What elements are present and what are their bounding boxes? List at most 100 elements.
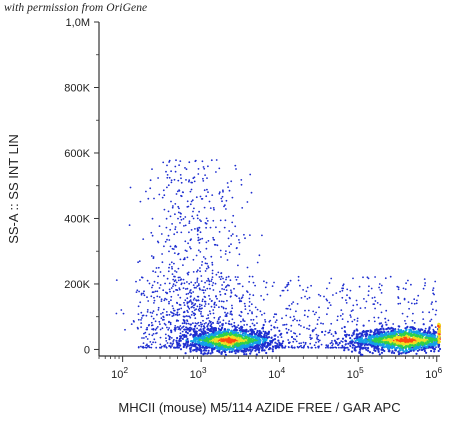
event-dot [260, 295, 262, 297]
x-axis-label: MHCII (mouse) M5/114 AZIDE FREE / GAR AP… [118, 400, 400, 415]
event-dot [196, 305, 199, 308]
y-tick-label: 600K [64, 148, 90, 160]
event-dot [184, 328, 187, 331]
event-dot [168, 263, 171, 266]
event-dot [178, 337, 182, 340]
event-dot [168, 250, 170, 253]
event-dot [160, 233, 163, 235]
y-tick-label: 0 [84, 344, 90, 356]
event-dot [185, 330, 188, 334]
event-dot [298, 333, 301, 336]
event-dot [313, 329, 315, 331]
event-dot [380, 292, 383, 294]
event-dot [178, 326, 180, 329]
event-dot [190, 314, 193, 316]
event-dot [426, 340, 429, 343]
event-dot [247, 337, 251, 340]
event-dot [242, 294, 245, 296]
event-dot [186, 272, 189, 275]
event-dot [201, 337, 204, 340]
event-dot [178, 313, 181, 316]
event-dot [194, 317, 197, 320]
event-dot [412, 342, 415, 345]
event-dot [228, 189, 231, 192]
event-dot [154, 341, 157, 344]
event-dot [174, 270, 176, 272]
event-dot [434, 343, 437, 346]
event-dot [240, 315, 242, 318]
event-dot [187, 315, 189, 318]
event-dot [302, 346, 305, 349]
event-dot [362, 324, 365, 327]
event-dot [383, 335, 386, 338]
event-dot [197, 348, 200, 351]
event-dot [228, 245, 231, 248]
event-dot [213, 347, 216, 350]
event-dot [303, 314, 306, 317]
event-dot [267, 332, 270, 335]
event-dot [235, 168, 237, 170]
event-dot [179, 160, 182, 163]
event-dot [357, 333, 360, 336]
event-dot [191, 305, 194, 308]
event-dot [186, 200, 189, 203]
event-dot [184, 249, 187, 252]
event-dot [196, 233, 199, 236]
event-dot [221, 334, 225, 338]
event-dot [220, 197, 223, 200]
event-dot [410, 302, 413, 305]
event-dot [226, 330, 229, 333]
event-dot [373, 345, 376, 348]
event-dot [317, 346, 320, 349]
event-dot [423, 349, 426, 353]
event-dot [390, 343, 393, 346]
event-dot [380, 348, 383, 351]
event-dot [300, 346, 303, 349]
event-dot [374, 337, 377, 341]
event-dot [195, 350, 198, 353]
event-dot [135, 280, 137, 283]
event-dot [397, 288, 400, 291]
event-dot [194, 159, 197, 162]
event-dot [120, 309, 123, 311]
event-dot [150, 343, 153, 346]
event-dot [351, 320, 354, 323]
event-dot [205, 241, 208, 244]
event-dot [193, 343, 196, 346]
event-dot [345, 302, 348, 304]
event-dot [274, 347, 277, 350]
event-dot [211, 276, 214, 278]
event-dot [411, 319, 414, 322]
event-dot [297, 275, 300, 278]
event-dot [258, 329, 261, 333]
event-dot [250, 337, 253, 340]
event-dot [437, 349, 440, 353]
event-dot [256, 322, 258, 324]
event-dot [183, 304, 186, 306]
event-dot [277, 345, 280, 348]
event-dot [403, 342, 406, 345]
event-dot [231, 196, 234, 199]
event-dot [209, 352, 212, 355]
event-dot [341, 296, 344, 299]
event-dot [206, 331, 209, 334]
event-dot [216, 297, 218, 300]
event-dot [192, 349, 195, 352]
event-dot [435, 309, 438, 312]
event-dot [142, 292, 145, 295]
event-dot [245, 348, 249, 351]
event-dot [280, 336, 283, 338]
event-dot [415, 331, 418, 335]
event-dot [206, 188, 208, 191]
event-dot [159, 271, 162, 273]
event-dot [158, 320, 161, 323]
event-dot [188, 222, 191, 225]
event-dot [192, 258, 195, 261]
event-dot [180, 327, 183, 329]
event-dot [203, 330, 206, 333]
event-dot [380, 338, 383, 341]
event-dot [362, 341, 365, 344]
event-dot [180, 195, 183, 198]
event-dot [409, 349, 412, 353]
event-dot [333, 339, 336, 342]
